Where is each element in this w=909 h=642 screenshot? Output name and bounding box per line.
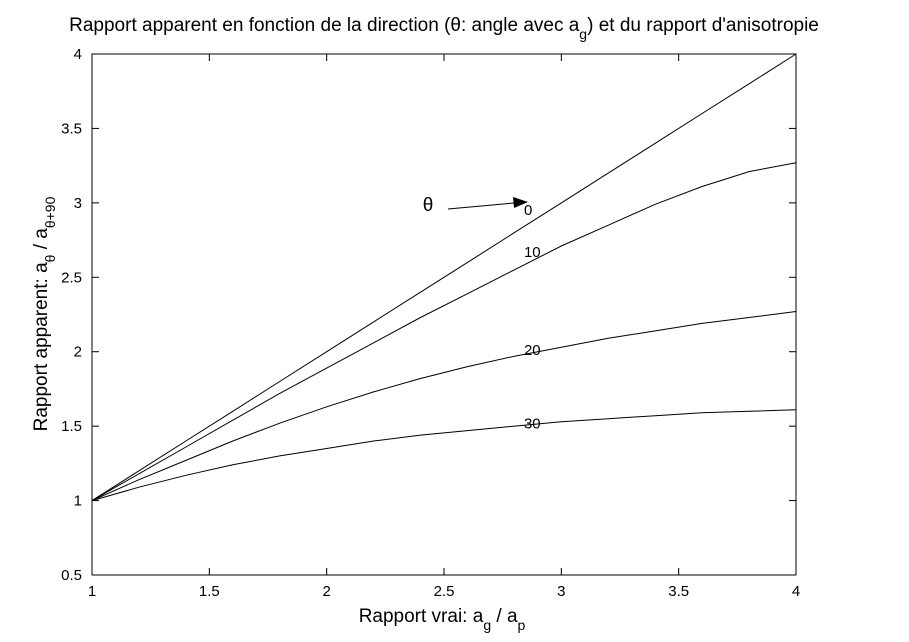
- y-tick-label: 1: [74, 493, 82, 510]
- y-tick-label: 3.5: [61, 120, 82, 137]
- y-tick-label: 2.5: [61, 269, 82, 286]
- plot-area: [91, 53, 797, 576]
- x-tick-label: 3.5: [668, 583, 689, 600]
- series-line-30: [91, 409, 797, 502]
- y-tick-label: 2: [74, 344, 82, 361]
- axis-ticks: 1 1.5 2 2.5 3 3.5 4 0.5 1 1.5 2 2.5 3 3.5 4: [61, 46, 800, 600]
- y-tick-label: 1.5: [61, 418, 82, 435]
- annotation-arrowhead: [513, 197, 528, 208]
- curve-labels: 0 10 20 30: [524, 202, 541, 433]
- theta-label: θ: [423, 195, 434, 216]
- x-tick-label: 2.5: [434, 583, 455, 600]
- curve-label-10: 10: [524, 244, 541, 261]
- x-tick-label: 4: [792, 583, 800, 600]
- series-line-20: [91, 311, 797, 502]
- theta-annotation: θ: [423, 195, 528, 216]
- x-tick-label: 3: [557, 583, 565, 600]
- y-tick-label: 0.5: [61, 567, 82, 584]
- annotation-arrow-shaft: [447, 202, 515, 210]
- x-tick-label: 2: [322, 583, 330, 600]
- y-axis-label: Rapport apparent: aθ / aθ+90: [31, 196, 58, 431]
- y-tick-label: 4: [74, 46, 82, 63]
- x-tick-label: 1: [88, 583, 96, 600]
- curve-label-0: 0: [524, 202, 532, 219]
- y-tick-label: 3: [74, 195, 82, 212]
- curve-label-20: 20: [524, 342, 541, 359]
- series-line-10: [91, 162, 797, 502]
- x-tick-label: 1.5: [199, 583, 220, 600]
- chart-title: Rapport apparent en fonction de la direc…: [69, 15, 819, 42]
- series-lines: [91, 53, 797, 502]
- x-axis-label: Rapport vrai: ag / ap: [359, 606, 526, 633]
- curve-label-30: 30: [524, 416, 541, 433]
- series-line-0: [91, 53, 797, 502]
